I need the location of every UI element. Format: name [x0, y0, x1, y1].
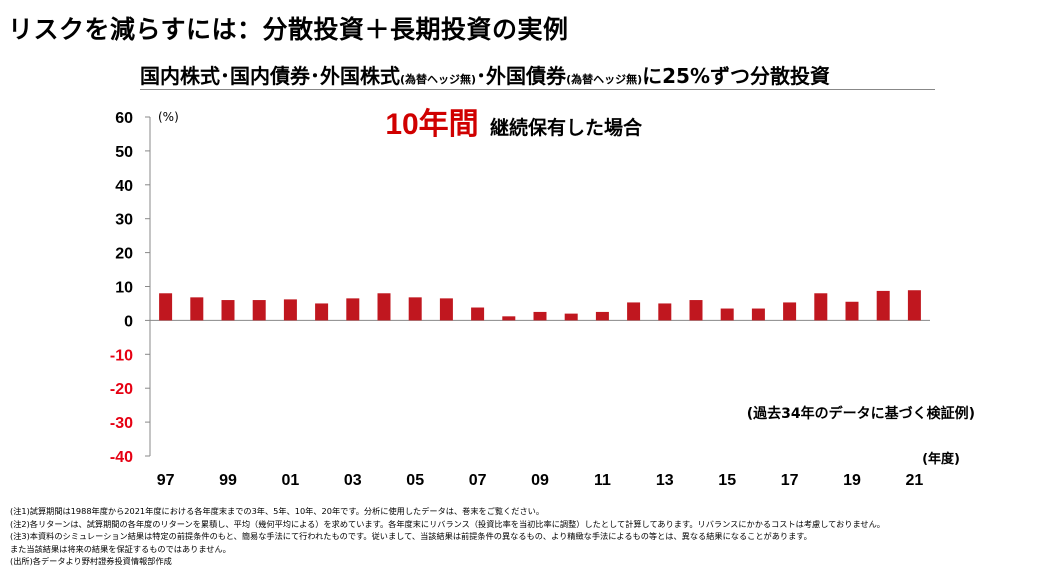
footnote-2: (注2)各リターンは、試算期間の各年度のリターンを累積し、平均（幾何平均による）… — [10, 518, 885, 529]
chart-annotation: (過去34年のデータに基づく検証例) — [747, 405, 975, 422]
y-tick-label: -20 — [110, 381, 133, 398]
x-tick-label: 19 — [843, 472, 861, 489]
bar-01 — [283, 299, 297, 321]
x-tick-label: 17 — [781, 472, 799, 489]
footnote-1: (注1)試算期間は1988年度から2021年度における各年度末までの3年、5年、… — [10, 506, 545, 516]
x-unit-label: (年度) — [922, 451, 960, 467]
y-tick-label: -10 — [110, 347, 133, 364]
period-label-number: 10年間 — [385, 108, 478, 141]
x-tick-label: 09 — [531, 472, 549, 489]
footnote-3: (注3)本資料のシミュレーション結果は特定の前提条件のもと、簡易な手法にて行われ… — [10, 531, 812, 541]
bar-15 — [720, 308, 734, 321]
y-tick-label: -30 — [110, 415, 133, 432]
subtitle-part-4: (為替ヘッジ無) — [566, 73, 643, 86]
subtitle-part-3: ･外国債券 — [476, 64, 567, 88]
bar-06 — [439, 298, 453, 321]
y-tick-label: 60 — [115, 110, 133, 127]
x-tick-label: 03 — [344, 472, 362, 489]
y-tick-label: 10 — [115, 280, 133, 297]
period-label-text: 継続保有した場合 — [490, 116, 643, 139]
bar-13 — [658, 303, 672, 321]
page-title: リスクを減らすには：分散投資＋長期投資の実例 — [8, 15, 569, 44]
bar-97 — [159, 293, 173, 321]
subtitle-underline — [140, 89, 935, 90]
y-unit-label: (%) — [158, 110, 179, 124]
bar-04 — [377, 293, 391, 321]
bar-98 — [190, 297, 204, 321]
bar-02 — [315, 303, 329, 321]
x-tick-label: 21 — [906, 472, 924, 489]
bar-14 — [689, 300, 703, 321]
y-tick-label: 40 — [115, 178, 133, 195]
bar-99 — [221, 300, 235, 321]
chart-subtitle: 国内株式･国内債券･外国株式(為替ヘッジ無)･外国債券(為替ヘッジ無)に25%ず… — [140, 60, 830, 89]
bar-00 — [252, 300, 266, 321]
y-tick-label: 20 — [115, 246, 133, 263]
bar-16 — [751, 308, 765, 321]
y-tick-label: 50 — [115, 144, 133, 161]
bar-20 — [876, 290, 890, 321]
bar-chart: 10年間 継続保有した場合 (%) (過去34年のデータに基づく検証例) (年度… — [110, 108, 975, 489]
x-tick-label: 97 — [157, 472, 175, 489]
bar-18 — [814, 293, 828, 321]
y-tick-label: 30 — [115, 212, 133, 229]
bar-17 — [783, 302, 797, 321]
bar-03 — [346, 298, 360, 321]
bar-09 — [533, 311, 547, 321]
bar-21 — [907, 290, 921, 321]
y-tick-label: 0 — [124, 313, 133, 330]
footnote-4: また当該結果は将来の結果を保証するものではありません。 — [10, 543, 231, 554]
footnotes: (注1)試算期間は1988年度から2021年度における各年度末までの3年、5年、… — [10, 505, 885, 568]
subtitle-part-1: 国内株式･国内債券･外国株式 — [140, 64, 400, 88]
x-tick-label: 05 — [406, 472, 424, 489]
subtitle-part-2: (為替ヘッジ無) — [400, 73, 477, 86]
x-tick-label: 99 — [219, 472, 237, 489]
x-tick-label: 11 — [594, 472, 611, 489]
x-tick-label: 15 — [718, 472, 736, 489]
bar-12 — [627, 302, 641, 321]
y-tick-label: -40 — [110, 449, 133, 466]
footnote-5: (出所)各データより野村證券投資情報部作成 — [10, 556, 172, 566]
bar-07 — [471, 307, 485, 321]
x-tick-label: 13 — [656, 472, 674, 489]
bar-11 — [595, 311, 609, 321]
bar-10 — [564, 313, 578, 321]
x-tick-label: 07 — [469, 472, 487, 489]
subtitle-part-5: に25%ずつ分散投資 — [642, 64, 830, 88]
bar-08 — [502, 316, 516, 321]
bar-19 — [845, 301, 859, 321]
bar-05 — [408, 297, 422, 321]
x-tick-label: 01 — [282, 472, 300, 489]
